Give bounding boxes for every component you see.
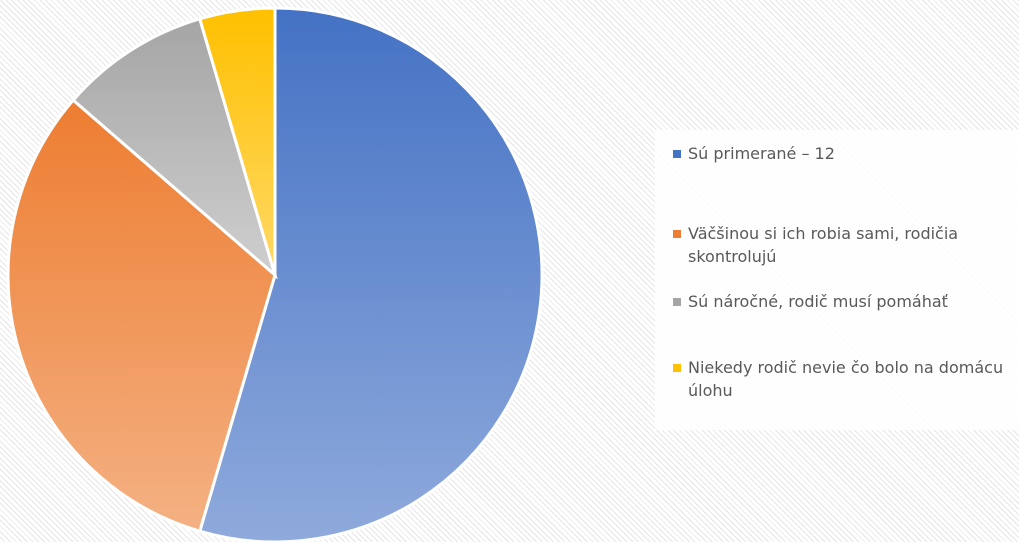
pie-slice [197, 6, 544, 542]
pie-slice [6, 98, 277, 534]
legend-item: Niekedy rodič nevie čo bolo na domácu úl… [673, 356, 1013, 402]
legend-swatch [673, 364, 681, 372]
legend-swatch [673, 150, 681, 158]
legend-label: Sú náročné, rodič musí pomáhať [688, 292, 948, 311]
legend-item: Sú primerané – 12 [673, 142, 1013, 165]
legend-swatch [673, 298, 681, 306]
legend-label: Sú primerané – 12 [688, 144, 835, 163]
pie-slice [197, 6, 277, 276]
legend-swatch [673, 230, 681, 238]
legend: Sú primerané – 12 Väčšinou si ich robia s… [655, 130, 1019, 430]
legend-item: Väčšinou si ich robia sami, rodičia skon… [673, 222, 1013, 268]
legend-label: Niekedy rodič nevie čo bolo na domácu úl… [688, 358, 1004, 400]
legend-label: Väčšinou si ich robia sami, rodičia skon… [688, 224, 959, 266]
legend-item: Sú náročné, rodič musí pomáhať [673, 290, 1013, 313]
pie-slice [71, 16, 278, 280]
